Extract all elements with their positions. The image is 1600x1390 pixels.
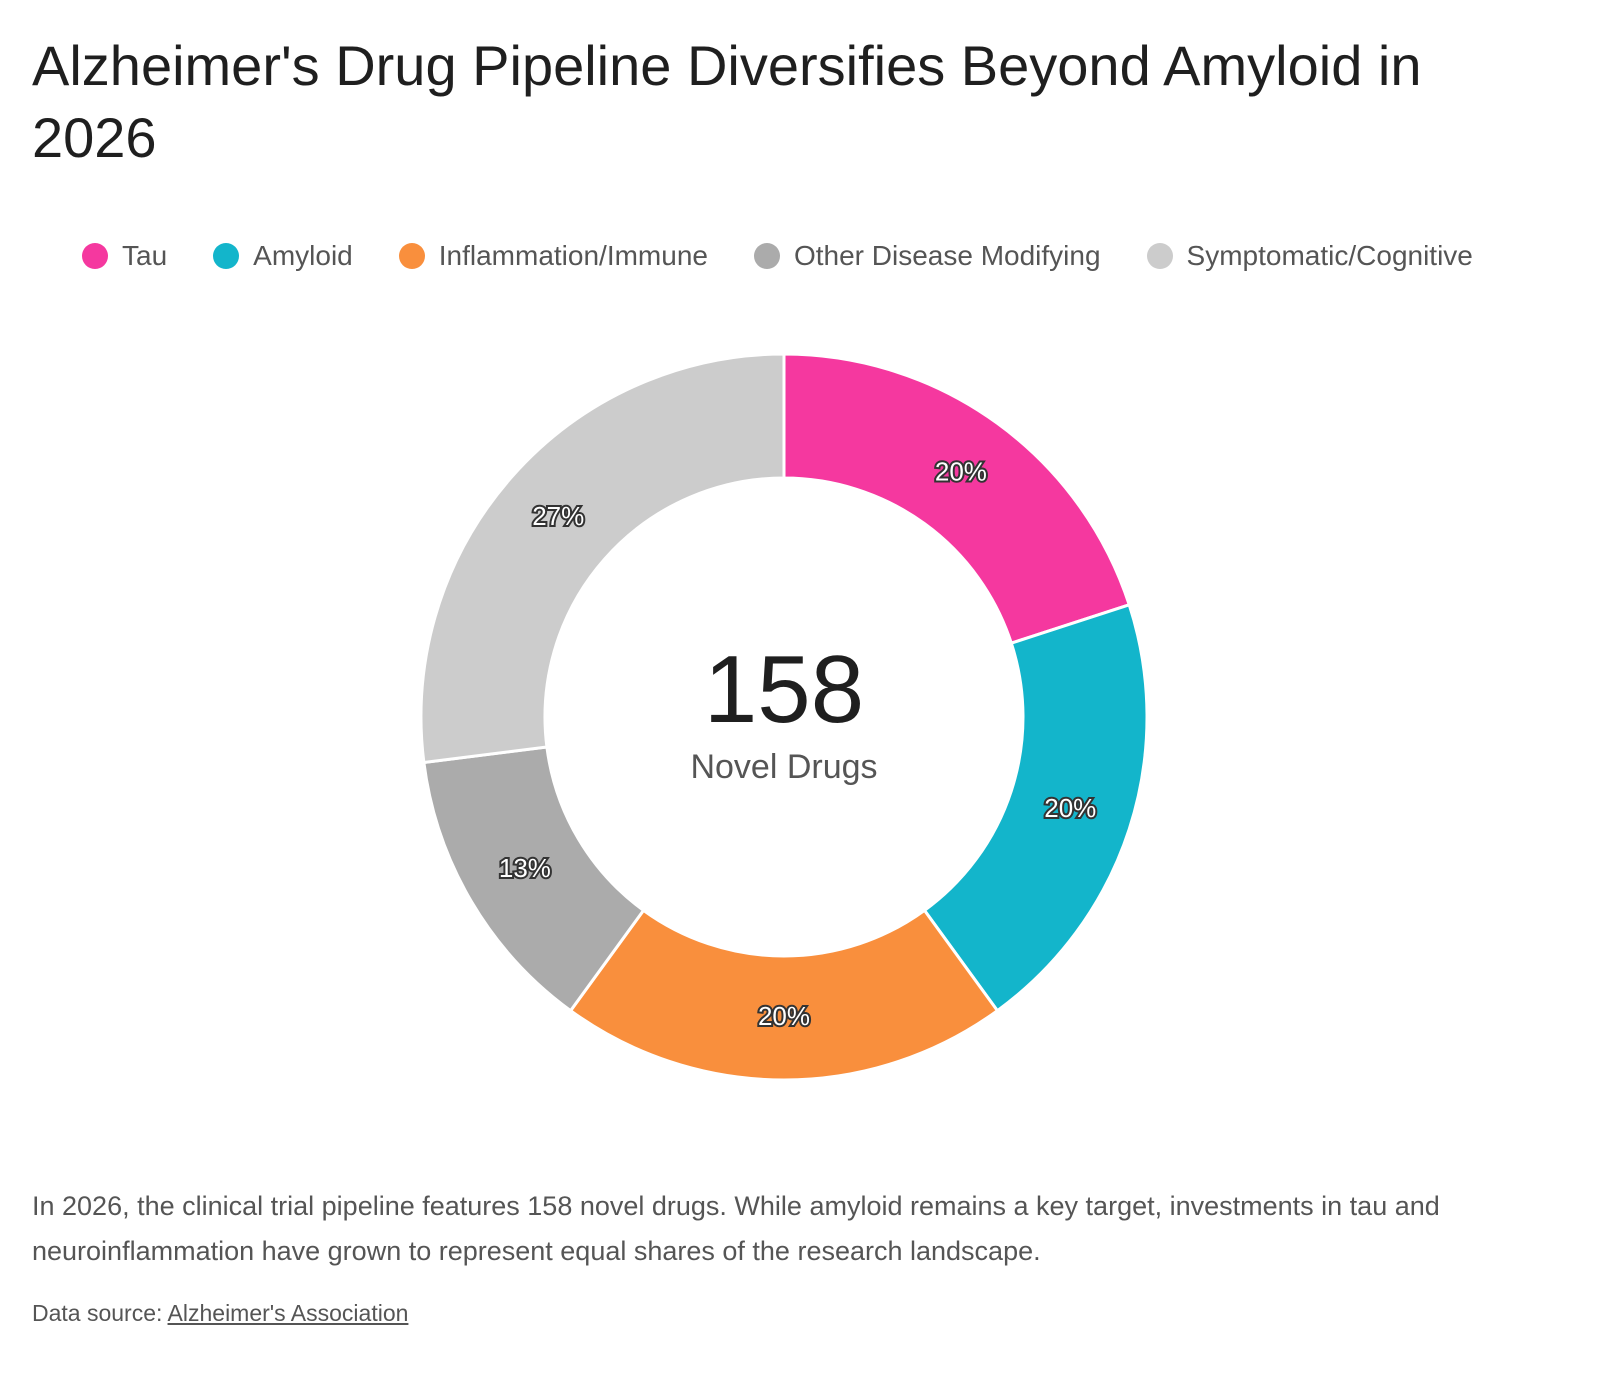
legend-label: Tau — [122, 240, 168, 271]
data-source: Data source: Alzheimer's Association — [32, 1300, 408, 1327]
legend-swatch — [753, 243, 780, 269]
center-total-label: Novel Drugs — [690, 748, 877, 786]
legend-item[interactable]: Amyloid — [213, 240, 353, 272]
legend-label: Amyloid — [253, 240, 353, 271]
legend-item[interactable]: Inflammation/Immune — [398, 240, 708, 272]
legend-item[interactable]: Symptomatic/Cognitive — [1146, 240, 1473, 272]
data-source-prefix: Data source: — [32, 1300, 163, 1326]
legend-item[interactable]: Other Disease Modifying — [753, 240, 1101, 272]
chart-description: In 2026, the clinical trial pipeline fea… — [32, 1191, 1440, 1266]
donut-slice[interactable] — [419, 352, 786, 765]
legend-item[interactable]: Tau — [82, 240, 167, 272]
chart-title: Alzheimer's Drug Pipeline Diversifies Be… — [32, 34, 1422, 169]
legend-swatch — [1146, 243, 1173, 269]
donut-slice[interactable] — [782, 352, 1132, 646]
legend-swatch — [213, 243, 240, 269]
donut-slices — [419, 352, 1149, 1082]
data-source-link[interactable]: Alzheimer's Association — [167, 1300, 409, 1326]
legend-swatch — [82, 243, 108, 269]
legend-label: Symptomatic/Cognitive — [1186, 240, 1473, 271]
donut-slice[interactable] — [568, 908, 1000, 1082]
legend-label: Inflammation/Immune — [438, 240, 708, 271]
chart-legend: Tau Amyloid Inflammation/Immune Other Disea… — [82, 240, 1542, 272]
center-total-value: 158 — [704, 636, 864, 743]
donut-slice[interactable] — [922, 602, 1149, 1013]
legend-swatch — [398, 243, 425, 269]
legend-label: Other Disease Modifying — [793, 240, 1101, 271]
